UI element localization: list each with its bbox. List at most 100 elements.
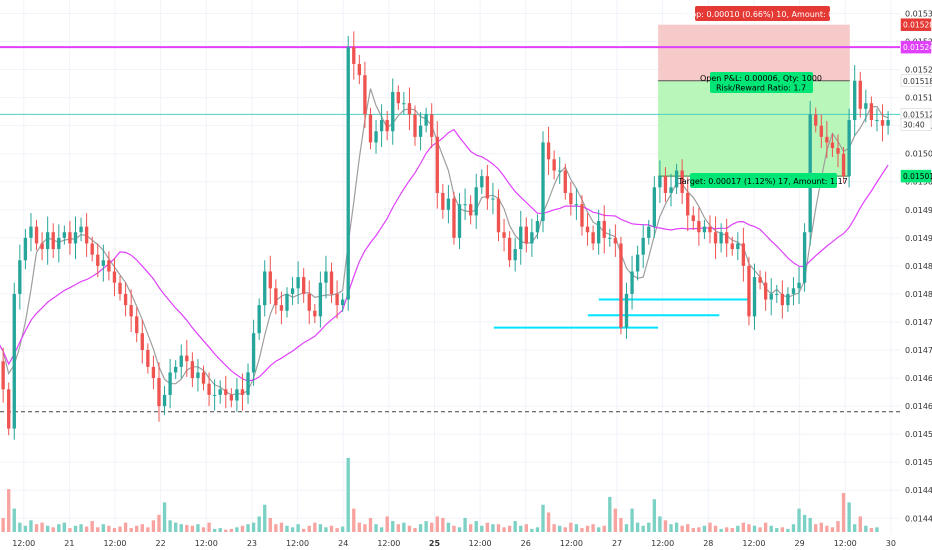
volume-bar [491, 524, 495, 532]
volume-bar [602, 525, 606, 532]
volume-bar [146, 527, 150, 532]
stop-label-box: Stop: 0.00010 (0.66%) 10, Amount: 0.9 [683, 6, 841, 21]
candle-body [68, 232, 72, 244]
candle-body [519, 226, 523, 250]
volume-bar [558, 525, 562, 532]
candle-body [385, 120, 389, 132]
candle-body [101, 260, 105, 266]
volume-bar [719, 528, 723, 532]
volume-bar [441, 517, 445, 532]
volume-bar [591, 524, 595, 532]
candle-body [802, 232, 807, 283]
candle-body [307, 293, 311, 311]
volume-bar [613, 508, 618, 532]
volume-bar [368, 517, 373, 532]
position-tool[interactable] [658, 24, 850, 177]
candle-body [40, 243, 44, 250]
volume-bar [190, 525, 195, 532]
volume-bar [736, 525, 740, 532]
candle-body [346, 47, 350, 300]
volume-bar [630, 508, 634, 532]
candle-body [474, 187, 478, 216]
volume-bar [1, 517, 5, 532]
candle-body [635, 254, 640, 272]
horizontal-lines[interactable] [0, 46, 900, 413]
time-axis[interactable]: 12:00 21 12:00 22 12:00 23 12:00 24 12:00 25 12:00… [0, 534, 900, 550]
candle-body [836, 148, 840, 154]
volume-bar [268, 517, 272, 532]
volume-bar [279, 522, 284, 532]
candle-body [541, 142, 545, 222]
volume-bar [135, 525, 139, 532]
price-tag-label: 0.01512 [903, 110, 932, 119]
candle-body [702, 226, 707, 233]
candle-body [190, 361, 195, 379]
time-tick-label: 12:00 [377, 539, 400, 548]
candle-body [669, 187, 673, 193]
volume-bar [563, 527, 567, 532]
volume-bar [62, 522, 67, 532]
candle-body [379, 120, 384, 132]
candle-body [875, 120, 879, 122]
volume-bar [357, 522, 362, 532]
price-tag-label: 30:40 [903, 121, 925, 130]
volume-bar [7, 489, 11, 532]
candle-body [747, 265, 751, 317]
position-stop-zone[interactable] [658, 24, 850, 81]
candle-body [652, 187, 656, 227]
price-tag-bg [900, 74, 932, 88]
candle-body [107, 260, 111, 272]
candle-body [608, 237, 612, 239]
price-axis-bg [900, 0, 932, 550]
candle-body [686, 192, 690, 216]
volume-bar [541, 504, 545, 532]
volume-bar [123, 522, 128, 532]
volume-bar [168, 520, 172, 532]
position-target-zone[interactable] [658, 80, 850, 177]
volume-bar [257, 516, 261, 532]
volume-bar [496, 524, 501, 532]
candle-body [263, 271, 267, 306]
volume-bar [597, 527, 601, 532]
volume-bar [741, 522, 746, 532]
candle-body [619, 243, 623, 328]
grid [0, 0, 900, 534]
candle-body [279, 305, 284, 311]
candle-body [374, 131, 378, 143]
candle-body [463, 204, 467, 206]
candle-body [530, 232, 534, 244]
candle-body [290, 288, 295, 294]
volume-bar [608, 496, 612, 532]
candle-body [452, 198, 456, 238]
candle-body [251, 333, 256, 373]
time-tick-label: 12:00 [195, 539, 218, 548]
target-label-box: Target: 0.00017 (1.12%) 17, Amount: 1.17 [677, 173, 848, 188]
volume-bar [780, 527, 785, 532]
candle-body [207, 383, 211, 395]
volume-bar [18, 522, 22, 532]
volume-bar [552, 524, 556, 532]
volume-bar [847, 502, 851, 532]
volume-bar [624, 524, 629, 532]
candle-body [235, 389, 239, 401]
volume-bars [1, 457, 879, 532]
volume-bar [340, 526, 345, 532]
volume-bar [335, 528, 339, 532]
volume-bar [686, 524, 690, 532]
volume-bar [435, 516, 439, 532]
position-labels: Stop: 0.00010 (0.66%) 10, Amount: 0.9 Op… [677, 6, 848, 188]
volume-bar [45, 525, 50, 532]
volume-bar [457, 527, 462, 532]
volume-bar [485, 522, 490, 532]
horizontal-rays[interactable] [493, 298, 750, 329]
candle-body [112, 271, 117, 283]
candle-body [563, 170, 567, 193]
volume-bar [101, 524, 105, 532]
candle-body [79, 226, 83, 233]
volume-bar [819, 522, 823, 532]
volume-bar [129, 528, 133, 532]
